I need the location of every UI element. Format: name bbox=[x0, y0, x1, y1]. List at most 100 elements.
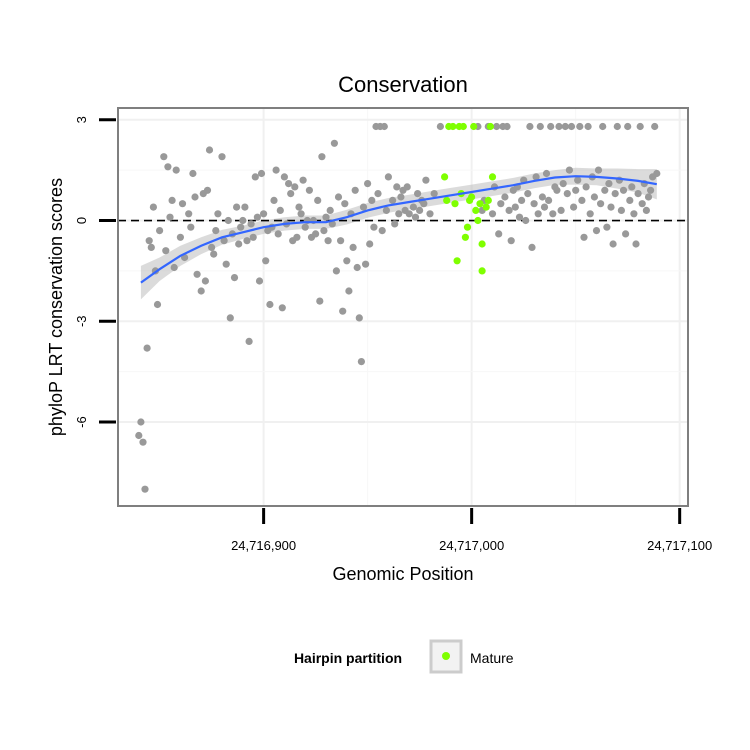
data-point bbox=[257, 169, 266, 178]
data-point bbox=[630, 210, 638, 218]
data-point bbox=[349, 243, 357, 251]
data-point bbox=[605, 180, 613, 188]
data-point bbox=[389, 196, 397, 204]
mature-point bbox=[482, 203, 490, 211]
data-point bbox=[622, 230, 630, 238]
data-point bbox=[411, 213, 420, 221]
data-point bbox=[251, 173, 259, 181]
data-point bbox=[137, 418, 145, 426]
mature-point bbox=[459, 122, 467, 131]
legend-label-mature: Mature bbox=[470, 650, 514, 666]
data-point bbox=[295, 203, 303, 211]
data-point bbox=[378, 227, 386, 235]
data-point bbox=[647, 186, 655, 194]
data-point bbox=[353, 263, 361, 272]
data-point bbox=[624, 122, 632, 131]
data-point bbox=[297, 210, 305, 218]
data-point bbox=[237, 223, 245, 231]
data-point bbox=[301, 223, 309, 231]
data-point bbox=[561, 122, 569, 131]
data-point bbox=[178, 200, 187, 208]
data-point bbox=[208, 243, 216, 251]
data-point bbox=[572, 186, 580, 194]
data-point bbox=[201, 277, 209, 285]
plot-border bbox=[117, 107, 689, 507]
data-point bbox=[507, 237, 515, 245]
smooth-curve-layer bbox=[140, 175, 657, 284]
data-point bbox=[312, 230, 320, 238]
data-point bbox=[628, 183, 636, 191]
data-point bbox=[205, 146, 214, 154]
data-point bbox=[212, 227, 220, 235]
data-point bbox=[582, 183, 590, 191]
data-point bbox=[380, 122, 388, 131]
data-point bbox=[187, 223, 195, 231]
data-point bbox=[638, 200, 646, 208]
x-axis-title: Genomic Position bbox=[332, 564, 473, 584]
y-tick-label: 3 bbox=[74, 116, 89, 123]
data-point bbox=[601, 186, 609, 194]
mature-point bbox=[476, 200, 484, 208]
data-point bbox=[488, 210, 497, 218]
data-point bbox=[164, 163, 172, 171]
data-point bbox=[285, 180, 293, 188]
mature-point bbox=[443, 196, 451, 204]
data-point bbox=[414, 190, 422, 198]
data-point bbox=[343, 257, 351, 265]
data-point bbox=[567, 122, 576, 131]
data-point bbox=[316, 297, 324, 305]
data-point bbox=[156, 227, 164, 235]
data-point bbox=[584, 122, 592, 131]
data-point bbox=[522, 216, 530, 225]
mature-point bbox=[449, 122, 457, 131]
legend-title: Hairpin partition bbox=[294, 650, 402, 666]
data-point bbox=[233, 203, 241, 211]
y-axis-title: phyloP LRT conservation scores bbox=[46, 178, 66, 436]
data-point bbox=[339, 307, 347, 315]
legend: Hairpin partition Mature bbox=[294, 639, 514, 674]
data-point bbox=[393, 183, 401, 191]
data-point bbox=[326, 206, 334, 214]
data-point bbox=[528, 243, 536, 251]
data-point bbox=[147, 243, 155, 251]
plot-background bbox=[118, 108, 688, 506]
data-point bbox=[570, 203, 578, 211]
mature-point bbox=[474, 216, 482, 225]
data-point bbox=[555, 122, 563, 131]
data-point bbox=[280, 173, 288, 181]
data-point bbox=[270, 196, 278, 204]
data-point bbox=[305, 186, 313, 194]
data-point bbox=[524, 190, 532, 198]
smooth-trend-line bbox=[140, 175, 657, 284]
mature-point bbox=[472, 206, 480, 214]
mature-point bbox=[486, 122, 494, 131]
data-point bbox=[214, 210, 222, 218]
data-point bbox=[409, 203, 417, 211]
data-point bbox=[220, 237, 228, 245]
data-point bbox=[139, 438, 147, 446]
data-point bbox=[341, 200, 349, 208]
plot-area bbox=[117, 107, 689, 507]
data-point bbox=[249, 233, 257, 241]
data-point bbox=[170, 263, 178, 272]
data-point bbox=[135, 431, 143, 440]
data-point bbox=[141, 485, 149, 493]
data-point bbox=[549, 210, 557, 218]
data-point bbox=[547, 122, 555, 131]
data-point bbox=[607, 203, 615, 211]
data-point bbox=[436, 122, 444, 131]
data-point bbox=[322, 213, 330, 221]
data-points-layer bbox=[135, 122, 661, 493]
data-point bbox=[332, 267, 340, 275]
data-point bbox=[239, 216, 247, 225]
x-tick-label: 24,717,000 bbox=[439, 538, 504, 553]
data-point bbox=[416, 206, 424, 214]
mature-point bbox=[478, 267, 486, 275]
data-point bbox=[515, 213, 524, 221]
mature-point bbox=[453, 257, 461, 265]
data-point bbox=[536, 122, 544, 131]
mature-point bbox=[468, 193, 476, 201]
data-point bbox=[559, 180, 567, 188]
confidence-band bbox=[140, 167, 657, 300]
data-point bbox=[397, 193, 405, 201]
